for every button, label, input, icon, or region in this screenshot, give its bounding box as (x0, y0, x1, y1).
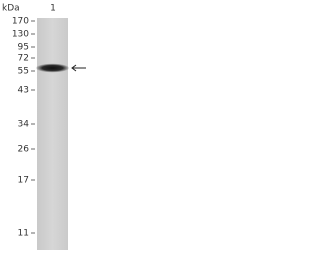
lane-label: 1 (50, 4, 56, 14)
protein-band (35, 63, 70, 73)
marker-label: 34 (18, 120, 30, 130)
marker-label: 11 (18, 229, 29, 239)
gel-lane (37, 18, 68, 250)
marker-label: 170 (12, 17, 29, 27)
marker-label: 55 (18, 67, 29, 77)
marker-label: 17 (18, 176, 29, 186)
unit-label: kDa (2, 4, 20, 14)
marker-label: 72 (18, 54, 29, 64)
marker-label: 130 (12, 30, 29, 40)
marker-label: 26 (18, 145, 30, 155)
marker-label: 95 (18, 43, 29, 53)
marker-label: 43 (18, 86, 29, 96)
arrow (71, 64, 86, 72)
